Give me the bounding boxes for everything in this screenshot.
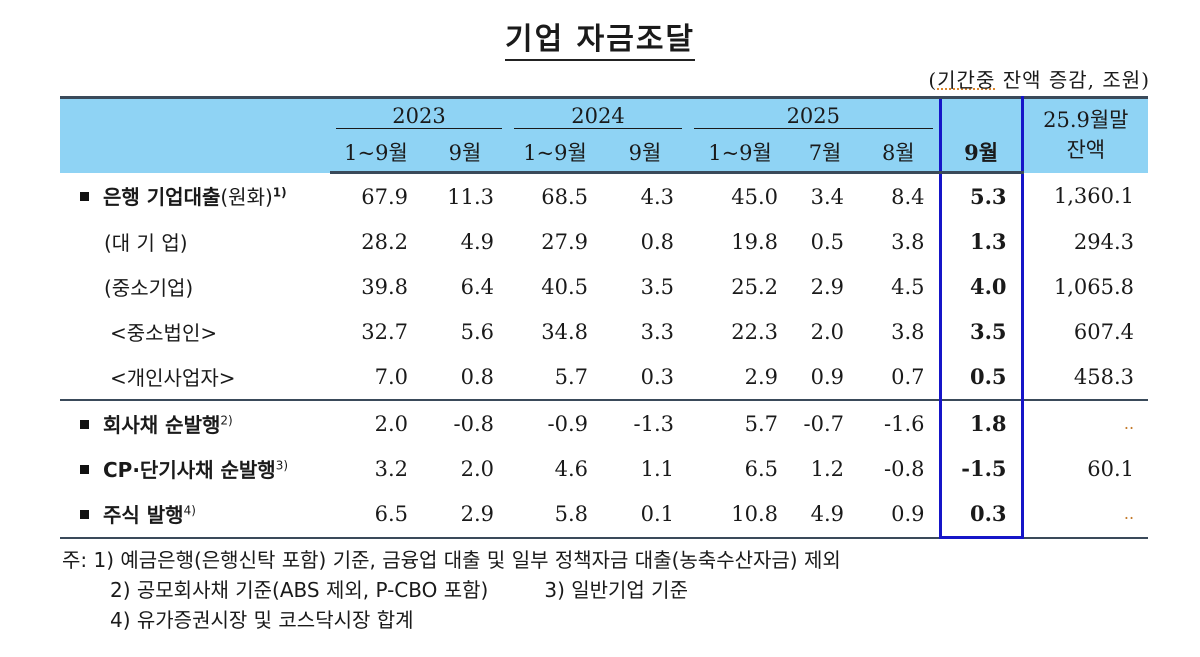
table-row: (중소기업) 39.8 6.4 40.5 3.5 25.2 2.9 4.5 4.0 1,… xyxy=(60,264,1148,309)
footnotes: 주: 1) 예금은행(은행신탁 포함) 기준, 금융업 대출 및 일부 정책자금… xyxy=(62,545,841,635)
footnote-4: 4) 유가증권시장 및 코스닥시장 합계 xyxy=(110,608,414,632)
square-bullet-icon xyxy=(80,420,89,429)
row-label: 주식 발행4) xyxy=(60,491,330,539)
table-row: 주식 발행4) 6.5 2.9 5.8 0.1 10.8 4.9 0.9 0.3 .. xyxy=(60,491,1149,539)
table-row: (대 기 업) 28.2 4.9 27.9 0.8 19.8 0.5 3.8 1.3 2… xyxy=(60,219,1148,264)
period-2024-ytd: 1~9월 xyxy=(508,133,603,174)
header-blank xyxy=(60,96,330,173)
row-label: (대 기 업) xyxy=(104,231,188,255)
table-row: CP·단기사채 순발행3) 3.2 2.0 4.6 1.1 6.5 1.2 -0.8-… xyxy=(60,446,1148,491)
period-2023-ytd: 1~9월 xyxy=(330,133,422,174)
row-label: (중소기업) xyxy=(104,276,194,300)
footnote-2-3: 2) 공모회사채 기준(ABS 제외, P-CBO 포함) 3) 일반기업 기준 xyxy=(110,578,688,602)
period-2025-aug: 8월 xyxy=(858,133,941,174)
table-row: 회사채 순발행2) 2.0 -0.8 -0.9 -1.3 5.7 -0.7 -1.6 1… xyxy=(60,399,1149,446)
row-label: 회사채 순발행2) xyxy=(60,399,330,446)
period-2023-sep: 9월 xyxy=(422,133,509,174)
period-2025-sep: 9월 xyxy=(938,133,1024,174)
row-label: <중소법인> xyxy=(110,321,218,345)
square-bullet-icon xyxy=(80,465,89,474)
footnote-1: 주: 1) 예금은행(은행신탁 포함) 기준, 금융업 대출 및 일부 정책자금… xyxy=(62,548,841,572)
year-2025-sep-top xyxy=(938,96,1024,133)
table-row: <중소법인> 32.7 5.6 34.8 3.3 22.3 2.0 3.8 3.5 60… xyxy=(60,309,1148,354)
unit-note: (기간중 잔액 증감, 조원) xyxy=(928,68,1150,92)
square-bullet-icon xyxy=(80,510,89,520)
balance-header: 25.9월말 잔액 xyxy=(1022,96,1149,173)
page-title: 기업 자금조달 xyxy=(0,14,1200,61)
row-label: CP·단기사채 순발행3) xyxy=(60,446,330,491)
year-2025: 2025 xyxy=(688,96,941,133)
row-label: <개인사업자> xyxy=(110,366,236,390)
year-2024: 2024 xyxy=(508,96,689,133)
square-bullet-icon xyxy=(80,192,89,202)
period-2025-jul: 7월 xyxy=(792,133,859,174)
table-row: <개인사업자> 7.0 0.8 5.7 0.3 2.9 0.9 0.7 0.5 458.… xyxy=(60,354,1148,400)
row-label: 은행 기업대출(원화)1) xyxy=(60,173,330,220)
table-row: 은행 기업대출(원화)1) 67.9 11.3 68.5 4.3 45.0 3.4 8… xyxy=(60,172,1148,220)
year-2023: 2023 xyxy=(330,96,509,133)
period-2025-ytd: 1~9월 xyxy=(688,133,793,174)
period-2024-sep: 9월 xyxy=(602,133,689,174)
financing-table: 2023 2024 2025 25.9월말 잔액 1~9월 9월 1~9월 9월 … xyxy=(60,96,1149,539)
